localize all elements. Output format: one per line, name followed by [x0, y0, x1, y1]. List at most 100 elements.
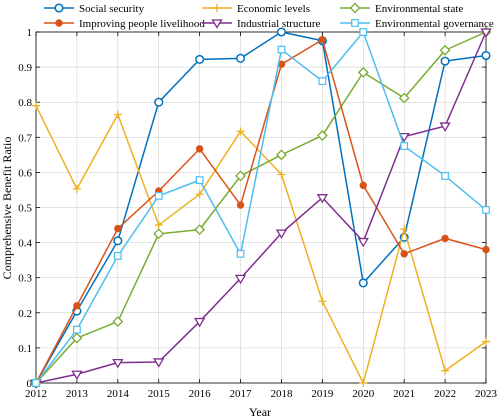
legend-label: Environmental state	[375, 3, 463, 15]
y-tick-label: 1	[27, 27, 33, 39]
data-point-environmental-governance	[482, 206, 490, 214]
legend-item-environmental-state: Environmental state	[340, 2, 463, 15]
legend-label: Economic levels	[237, 3, 310, 15]
x-tick-label: 2022	[434, 388, 456, 400]
data-point-environmental-state	[357, 66, 369, 78]
data-point-improving-people-livelihood	[359, 181, 367, 190]
legend-item-environmental-governance: Environmental governance	[340, 18, 494, 30]
data-point-improving-people-livelihood	[73, 302, 81, 310]
data-point-economic-levels	[400, 225, 409, 234]
data-point-economic-levels	[72, 184, 81, 193]
x-tick-label: 2014	[107, 388, 130, 400]
data-point-industrial-structure	[153, 358, 165, 368]
y-tick-label: 0.9	[18, 62, 32, 74]
legend-label: Industrial structure	[237, 18, 321, 30]
data-point-industrial-structure	[398, 132, 410, 143]
data-point-industrial-structure	[275, 229, 288, 239]
x-tick-label: 2016	[189, 388, 212, 400]
data-point-economic-levels	[154, 221, 163, 230]
data-point-improving-people-livelihood	[400, 250, 408, 258]
data-point-social-security	[235, 53, 246, 63]
legend-label: Improving people livelihood	[79, 18, 205, 30]
data-point-economic-levels	[277, 170, 286, 179]
series-line-economic-levels	[35, 105, 487, 384]
data-point-environmental-state	[153, 228, 165, 240]
data-point-environmental-governance	[359, 28, 368, 36]
data-point-environmental-governance	[277, 45, 286, 54]
data-point-economic-levels	[482, 337, 490, 346]
data-point-environmental-state	[276, 149, 287, 161]
data-point-environmental-state	[235, 170, 246, 182]
legend-marker	[213, 4, 221, 12]
data-point-economic-levels	[113, 110, 122, 119]
x-axis-title: Year	[249, 405, 271, 419]
legend-marker	[55, 19, 63, 27]
x-tick-label: 2021	[393, 388, 415, 400]
x-tick-label: 2012	[25, 388, 47, 400]
series-improving-people-livelihood	[32, 36, 490, 387]
x-tick-label: 2023	[475, 388, 498, 400]
series-line-environmental-state	[35, 31, 487, 384]
data-point-environmental-governance	[32, 379, 40, 387]
data-point-economic-levels	[32, 101, 40, 110]
data-point-industrial-structure	[357, 237, 369, 248]
data-point-environmental-state	[316, 130, 328, 141]
data-point-environmental-state	[194, 224, 206, 236]
data-point-environmental-governance	[400, 142, 409, 150]
data-point-industrial-structure	[71, 370, 83, 380]
y-tick-label: 0.1	[18, 343, 32, 355]
data-point-industrial-structure	[234, 274, 247, 285]
series-line-social-security	[35, 31, 487, 384]
data-point-social-security	[113, 236, 123, 246]
x-tick-label: 2018	[270, 388, 293, 400]
legend-marker	[349, 2, 361, 14]
data-point-industrial-structure	[193, 317, 206, 328]
series-industrial-structure	[30, 28, 492, 389]
data-point-improving-people-livelihood	[318, 36, 327, 44]
legend-item-social-security: Social security	[44, 3, 145, 15]
data-point-industrial-structure	[480, 28, 492, 38]
data-point-economic-levels	[318, 297, 327, 306]
legend-marker	[211, 19, 223, 29]
y-tick-label: 0.6	[18, 167, 32, 179]
data-point-environmental-governance	[236, 249, 245, 258]
data-point-improving-people-livelihood	[236, 201, 245, 209]
data-point-improving-people-livelihood	[195, 145, 204, 153]
legend-marker	[351, 19, 359, 27]
legend-label: Environmental governance	[375, 18, 494, 30]
data-point-environmental-state	[112, 316, 124, 327]
x-tick-label: 2013	[66, 388, 89, 400]
y-tick-label: 0.3	[18, 273, 32, 285]
data-point-social-security	[195, 54, 205, 64]
data-point-social-security	[276, 27, 287, 37]
legend-box	[37, 33, 486, 34]
data-point-industrial-structure	[316, 194, 329, 204]
grid-layer	[35, 31, 487, 384]
data-point-industrial-structure	[439, 122, 451, 132]
x-tick-label: 2020	[352, 388, 375, 400]
series-line-environmental-governance	[35, 31, 487, 384]
data-point-economic-levels	[359, 379, 368, 387]
x-tick-label: 2015	[148, 388, 171, 400]
y-tick-label: 0.2	[18, 308, 32, 320]
y-tick-label: 0.5	[18, 203, 32, 215]
data-point-economic-levels	[441, 366, 450, 375]
y-tick-label: 0.8	[18, 97, 32, 109]
axis-layer: 2012 2013 2014 2015 2016 2017 2018 2019 2020 2021…	[18, 27, 497, 400]
data-point-economic-levels	[236, 127, 245, 136]
series-line-improving-people-livelihood	[35, 38, 487, 384]
data-point-environmental-state	[71, 332, 83, 344]
data-point-environmental-state	[398, 92, 410, 104]
legend-item-improving-people-livelihood: Improving people livelihood	[44, 18, 205, 30]
series-economic-levels	[32, 101, 490, 387]
data-point-environmental-governance	[195, 176, 204, 185]
data-point-social-security	[440, 56, 450, 66]
legend-item-economic-levels: Economic levels	[202, 3, 310, 15]
data-point-improving-people-livelihood	[482, 245, 490, 254]
legend-item-industrial-structure: Industrial structure	[202, 18, 321, 30]
y-tick-label: 0.7	[18, 132, 32, 144]
legend-label: Social security	[79, 3, 145, 15]
series-line-industrial-structure	[35, 31, 487, 384]
data-point-economic-levels	[195, 190, 204, 199]
